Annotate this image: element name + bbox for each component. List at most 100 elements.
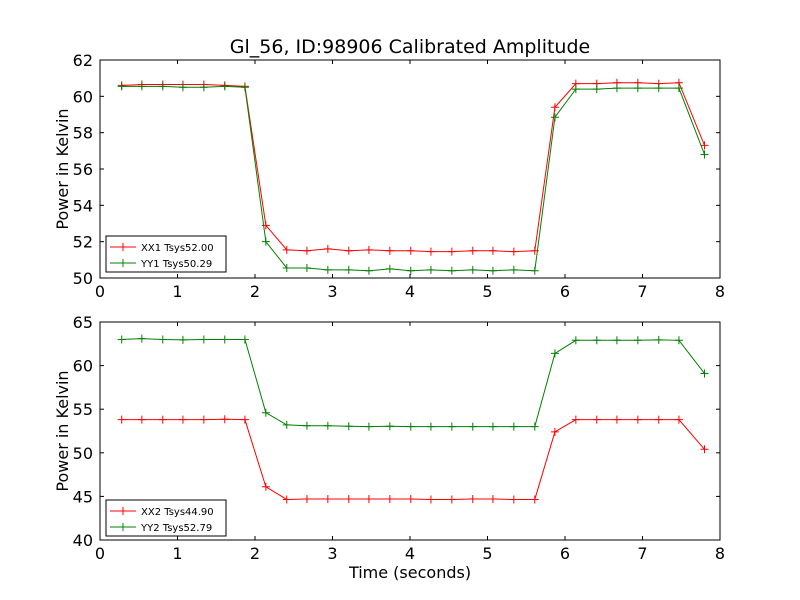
x-tick-label: 7 xyxy=(637,282,647,301)
data-point-marker xyxy=(612,84,621,93)
data-point-marker xyxy=(488,422,497,431)
data-point-marker xyxy=(220,82,229,91)
data-point-marker xyxy=(158,415,167,424)
data-point-marker xyxy=(385,495,394,504)
data-point-marker xyxy=(612,336,621,345)
data-point-marker xyxy=(700,369,709,378)
data-point-marker xyxy=(571,415,580,424)
legend-swatch-marker xyxy=(119,243,127,251)
y-tick-label: 60 xyxy=(73,87,93,106)
x-tick-label: 7 xyxy=(637,544,647,563)
data-point-marker xyxy=(199,83,208,92)
data-point-marker xyxy=(654,84,663,93)
data-point-marker xyxy=(468,265,477,274)
data-point-marker xyxy=(385,264,394,273)
data-point-marker xyxy=(571,336,580,345)
data-point-marker xyxy=(364,245,373,254)
data-point-marker xyxy=(426,422,435,431)
data-point-marker xyxy=(468,422,477,431)
legend-label: YY2 Tsys52.79 xyxy=(140,523,212,534)
legend-box xyxy=(105,499,227,537)
legend-swatch-marker xyxy=(119,507,127,515)
data-point-marker xyxy=(344,246,353,255)
data-point-marker xyxy=(406,495,415,504)
data-point-marker xyxy=(364,266,373,275)
y-tick-label: 50 xyxy=(73,444,93,463)
data-point-marker xyxy=(426,495,435,504)
chart-title: Gl_56, ID:98906 Calibrated Amplitude xyxy=(230,36,590,58)
data-point-marker xyxy=(447,495,456,504)
x-tick-label: 6 xyxy=(560,282,570,301)
x-tick-label: 1 xyxy=(172,544,182,563)
data-point-marker xyxy=(240,415,249,424)
data-point-marker xyxy=(550,113,559,122)
data-point-marker xyxy=(468,246,477,255)
data-point-marker xyxy=(220,415,229,424)
y-tick-label: 55 xyxy=(73,400,93,419)
data-point-marker xyxy=(530,266,539,275)
data-point-marker xyxy=(302,421,311,430)
data-point-marker xyxy=(654,335,663,344)
data-point-marker xyxy=(571,85,580,94)
data-point-marker xyxy=(344,265,353,274)
data-point-marker xyxy=(323,265,332,274)
x-tick-label: 2 xyxy=(250,544,260,563)
data-point-marker xyxy=(674,415,683,424)
x-tick-label: 3 xyxy=(327,544,337,563)
data-point-marker xyxy=(406,266,415,275)
x-tick-label: 3 xyxy=(327,282,337,301)
y-tick-label: 56 xyxy=(73,160,93,179)
y-tick-label: 52 xyxy=(73,233,93,252)
data-point-marker xyxy=(137,82,146,91)
data-point-marker xyxy=(117,335,126,344)
data-point-marker xyxy=(488,266,497,275)
legend-swatch-marker xyxy=(119,259,127,267)
data-point-marker xyxy=(654,415,663,424)
data-point-marker xyxy=(323,421,332,430)
data-point-marker xyxy=(550,349,559,358)
data-point-marker xyxy=(385,422,394,431)
x-tick-label: 0 xyxy=(95,544,105,563)
legend-label: XX2 Tsys44.90 xyxy=(141,507,214,518)
x-tick-label: 5 xyxy=(482,544,492,563)
data-point-marker xyxy=(447,247,456,256)
data-point-marker xyxy=(674,336,683,345)
data-point-marker xyxy=(323,495,332,504)
legend-label: YY1 Tsys50.29 xyxy=(140,259,212,270)
data-point-marker xyxy=(674,84,683,93)
x-tick-label: 4 xyxy=(405,282,415,301)
y-tick-label: 45 xyxy=(73,487,93,506)
data-point-marker xyxy=(240,83,249,92)
legend-label: XX1 Tsys52.00 xyxy=(141,243,214,254)
legend-swatch-marker xyxy=(119,523,127,531)
data-point-marker xyxy=(261,408,270,417)
x-tick-label: 5 xyxy=(482,282,492,301)
data-point-marker xyxy=(509,495,518,504)
data-point-marker xyxy=(282,420,291,429)
y-axis-label: Power in Kelvin xyxy=(53,108,72,229)
x-tick-label: 6 xyxy=(560,544,570,563)
data-point-marker xyxy=(426,247,435,256)
data-point-marker xyxy=(240,335,249,344)
data-point-marker xyxy=(447,422,456,431)
data-point-marker xyxy=(137,415,146,424)
x-axis-label: Time (seconds) xyxy=(348,563,471,582)
data-point-marker xyxy=(406,246,415,255)
y-tick-label: 54 xyxy=(73,196,93,215)
data-point-marker xyxy=(137,334,146,343)
data-point-marker xyxy=(633,336,642,345)
data-point-marker xyxy=(509,247,518,256)
data-point-marker xyxy=(700,141,709,150)
data-point-marker xyxy=(282,495,291,504)
y-tick-label: 50 xyxy=(73,269,93,288)
data-point-marker xyxy=(447,266,456,275)
legend-box xyxy=(105,235,227,273)
data-point-marker xyxy=(426,265,435,274)
data-point-marker xyxy=(178,83,187,92)
data-point-marker xyxy=(178,415,187,424)
data-point-marker xyxy=(530,495,539,504)
x-tick-label: 4 xyxy=(405,544,415,563)
y-tick-label: 60 xyxy=(73,357,93,376)
data-point-marker xyxy=(302,264,311,273)
